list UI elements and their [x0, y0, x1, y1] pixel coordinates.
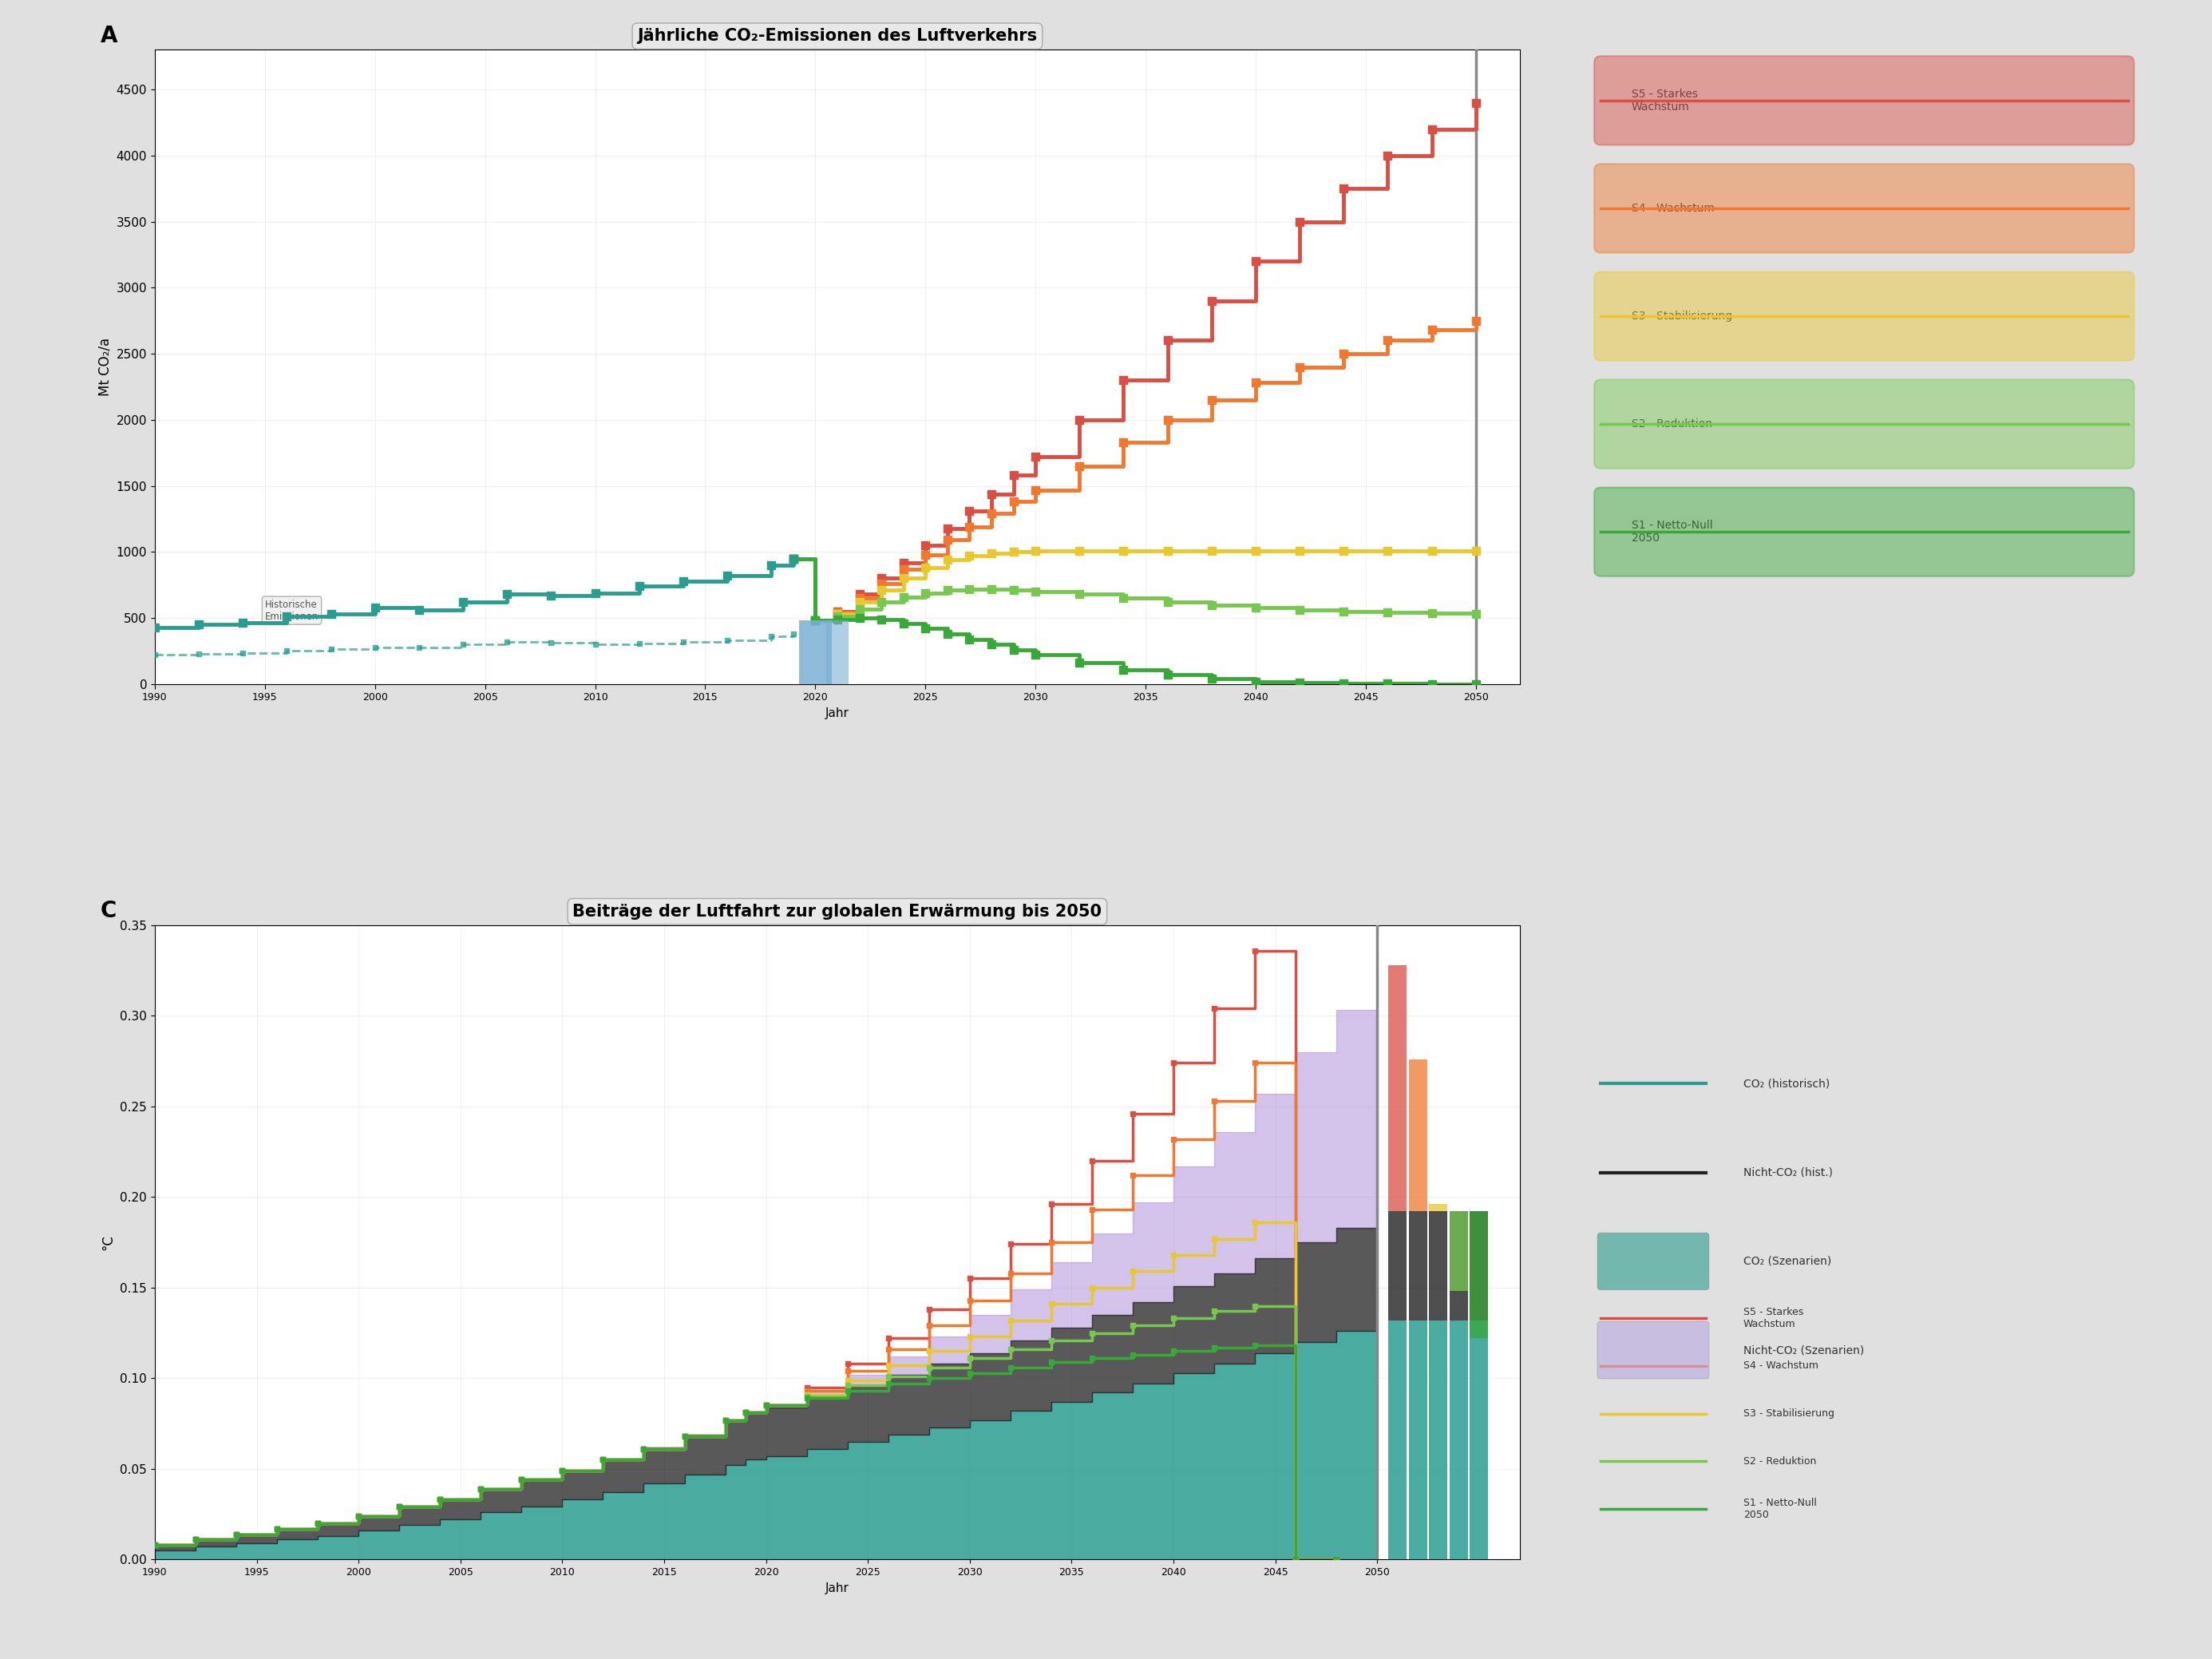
Text: S2 - Reduktion: S2 - Reduktion: [1743, 1457, 1816, 1467]
Text: CO₂ (Szenarien): CO₂ (Szenarien): [1743, 1256, 1832, 1267]
Text: CO₂ (historisch): CO₂ (historisch): [1743, 1078, 1829, 1090]
Bar: [1429, 1211, 1447, 1321]
Text: C: C: [100, 899, 117, 922]
Title: Jährliche CO₂-Emissionen des Luftverkehrs: Jährliche CO₂-Emissionen des Luftverkehr…: [637, 28, 1037, 45]
Text: A: A: [100, 25, 117, 46]
Text: Nicht-CO₂ (Szenarien): Nicht-CO₂ (Szenarien): [1743, 1344, 1865, 1355]
FancyBboxPatch shape: [1595, 488, 2135, 576]
Bar: [1449, 1211, 1469, 1291]
X-axis label: Jahr: Jahr: [825, 1583, 849, 1594]
Text: S4 - Wachstum: S4 - Wachstum: [1632, 202, 1714, 214]
Bar: [827, 620, 849, 684]
Text: Historische
Emissionen: Historische Emissionen: [265, 599, 319, 622]
Text: S1 - Netto-Null
2050: S1 - Netto-Null 2050: [1632, 519, 1712, 544]
Y-axis label: °C: °C: [102, 1234, 115, 1251]
FancyBboxPatch shape: [1597, 1322, 1710, 1379]
Bar: [1389, 1211, 1407, 1321]
Text: S3 - Stabilisierung: S3 - Stabilisierung: [1632, 310, 1732, 322]
Bar: [1471, 1321, 1489, 1559]
Text: S3 - Stabilisierung: S3 - Stabilisierung: [1743, 1408, 1834, 1418]
Bar: [1409, 1211, 1427, 1321]
Text: S2 - Reduktion: S2 - Reduktion: [1632, 418, 1712, 430]
FancyBboxPatch shape: [1597, 1233, 1710, 1291]
Title: Beiträge der Luftfahrt zur globalen Erwärmung bis 2050: Beiträge der Luftfahrt zur globalen Erwä…: [573, 904, 1102, 919]
Text: S1 - Netto-Null
2050: S1 - Netto-Null 2050: [1743, 1498, 1816, 1520]
FancyBboxPatch shape: [1595, 272, 2135, 360]
Bar: [1429, 1321, 1447, 1559]
Bar: [1409, 1058, 1427, 1211]
Bar: [1389, 1321, 1407, 1559]
Bar: [1449, 1211, 1469, 1321]
Text: S4 - Wachstum: S4 - Wachstum: [1743, 1360, 1818, 1372]
Bar: [799, 620, 832, 684]
Bar: [1471, 1211, 1489, 1339]
Text: S5 - Starkes
Wachstum: S5 - Starkes Wachstum: [1743, 1307, 1803, 1329]
Bar: [1471, 1211, 1489, 1321]
Bar: [1449, 1321, 1469, 1559]
Text: Nicht-CO₂ (hist.): Nicht-CO₂ (hist.): [1743, 1166, 1832, 1178]
FancyBboxPatch shape: [1595, 380, 2135, 468]
Bar: [1429, 1204, 1447, 1211]
FancyBboxPatch shape: [1595, 164, 2135, 252]
X-axis label: Jahr: Jahr: [825, 707, 849, 720]
FancyBboxPatch shape: [1595, 56, 2135, 144]
Bar: [1409, 1321, 1427, 1559]
Text: S5 - Starkes
Wachstum: S5 - Starkes Wachstum: [1632, 88, 1699, 113]
Y-axis label: Mt CO₂/a: Mt CO₂/a: [97, 338, 113, 397]
Bar: [1389, 966, 1407, 1211]
